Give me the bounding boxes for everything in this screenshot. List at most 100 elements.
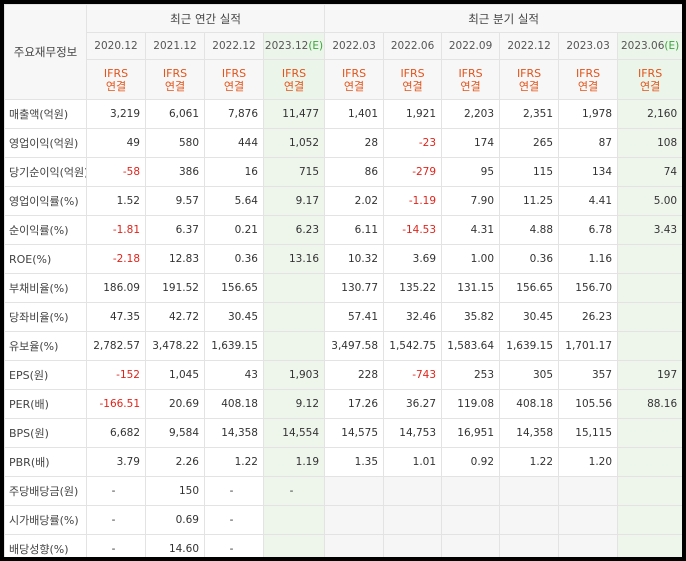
table-cell: 1,583.64 xyxy=(441,331,501,361)
table-cell: 115 xyxy=(499,157,560,187)
period-header: 2023.06(E) xyxy=(617,32,682,60)
table-cell: 4.41 xyxy=(558,186,619,216)
ifrs-bottom-text: 연결 xyxy=(105,79,127,93)
table-cell: 43 xyxy=(204,360,264,390)
ifrs-top-text: IFRS xyxy=(637,66,663,80)
table-cell: 1.35 xyxy=(324,447,385,477)
table-cell: -1.19 xyxy=(383,186,443,216)
table-cell: 0.36 xyxy=(499,244,560,274)
table-cell: 2,351 xyxy=(499,99,560,129)
period-date: 2022.12 xyxy=(212,40,256,52)
table-cell: 1,639.15 xyxy=(204,331,264,361)
period-date: 2022.06 xyxy=(390,40,435,52)
table-cell xyxy=(617,418,682,448)
table-cell: 130.77 xyxy=(324,273,385,303)
table-cell: 6.23 xyxy=(262,215,326,245)
table-cell: - xyxy=(204,534,264,557)
ifrs-label: IFRS 연결 xyxy=(262,59,326,100)
table-cell xyxy=(617,534,682,557)
table-cell: 119.08 xyxy=(441,389,501,419)
table-cell: 174 xyxy=(441,128,501,158)
table-cell: 0.36 xyxy=(204,244,264,274)
table-cell xyxy=(558,505,619,535)
table-cell: 17.26 xyxy=(324,389,385,419)
table-cell: 14,554 xyxy=(262,418,326,448)
table-cell: 9,584 xyxy=(145,418,205,448)
table-cell: 4.88 xyxy=(499,215,560,245)
period-date: 2023.12 xyxy=(264,40,309,52)
ifrs-bottom-text: 연결 xyxy=(639,79,661,93)
table-cell: -2.18 xyxy=(86,244,146,274)
ifrs-label: IFRS 연결 xyxy=(145,59,205,100)
table-cell: 134 xyxy=(558,157,619,187)
table-cell: 2,160 xyxy=(617,99,682,129)
table-cell: 1,701.17 xyxy=(558,331,619,361)
table-cell: 14,358 xyxy=(499,418,560,448)
annual-group-header: 최근 연간 실적 xyxy=(85,4,326,33)
table-row: 시가배당률(%) -0.69- xyxy=(4,505,682,535)
table-row: 순이익률(%) -1.81 6.37 0.21 6.23 6.11 -14.53 4.31 4.… xyxy=(4,215,682,245)
table-cell xyxy=(499,534,560,557)
ifrs-label: IFRS 연결 xyxy=(558,59,619,100)
table-cell: -743 xyxy=(383,360,443,390)
ifrs-top-text: IFRS xyxy=(103,66,129,80)
table-cell: 14,575 xyxy=(324,418,385,448)
table-cell: 265 xyxy=(499,128,560,158)
table-cell: 253 xyxy=(441,360,501,390)
table-cell: 15,115 xyxy=(558,418,619,448)
table-cell: 14,753 xyxy=(383,418,443,448)
table-cell: 2,203 xyxy=(441,99,501,129)
table-cell: - xyxy=(86,534,146,557)
ifrs-label: IFRS 연결 xyxy=(86,59,146,100)
ifrs-bottom-text: 연결 xyxy=(223,79,245,93)
ifrs-bottom-text: 연결 xyxy=(402,79,423,93)
table-cell xyxy=(324,476,385,506)
table-cell: 156.65 xyxy=(204,273,264,303)
financial-summary-table: 주요재무정보 최근 연간 실적 최근 분기 실적 2020.12 2021.12 2… xyxy=(4,4,682,557)
row-label: ROE(%) xyxy=(4,244,87,274)
table-cell: - xyxy=(86,476,146,506)
period-header: 2022.12 xyxy=(499,32,560,60)
table-cell xyxy=(383,534,443,557)
table-cell: - xyxy=(86,505,146,535)
ifrs-label: IFRS 연결 xyxy=(441,59,501,100)
table-row: ROE(%) -2.18 12.83 0.36 13.16 10.32 3.69 1.00 0.… xyxy=(4,244,682,274)
table-cell: 11,477 xyxy=(262,99,326,129)
table-cell: 580 xyxy=(145,128,205,158)
table-cell: 42.72 xyxy=(145,302,205,332)
table-cell: - xyxy=(204,505,264,535)
ifrs-label: IFRS 연결 xyxy=(204,59,264,100)
period-date: 2023.03 xyxy=(566,40,610,52)
table-cell: 12.83 xyxy=(145,244,205,274)
table-cell xyxy=(558,534,619,557)
row-label: PBR(배) xyxy=(4,447,87,477)
table-cell: 26.23 xyxy=(558,302,619,332)
table-cell: 9.57 xyxy=(145,186,205,216)
ifrs-top-text: IFRS xyxy=(516,66,542,80)
table-cell xyxy=(441,476,501,506)
table-cell: - xyxy=(204,476,264,506)
table-cell: 7.90 xyxy=(441,186,501,216)
table-cell: 108 xyxy=(617,128,682,158)
table-cell: 1,639.15 xyxy=(499,331,560,361)
period-header: 2022.09 xyxy=(441,32,501,60)
period-date: 2022.03 xyxy=(332,40,376,52)
table-row: PER(배) -166.51 20.69 408.18 9.12 17.26 36.27 11… xyxy=(4,389,682,419)
table-cell: 715 xyxy=(262,157,326,187)
table-cell: 105.56 xyxy=(558,389,619,419)
table-cell: 3,478.22 xyxy=(145,331,205,361)
ifrs-bottom-text: 연결 xyxy=(460,79,481,93)
table-cell: 408.18 xyxy=(204,389,264,419)
ifrs-top-text: IFRS xyxy=(575,66,601,80)
table-cell: 87 xyxy=(558,128,619,158)
row-label: 영업이익(억원) xyxy=(4,128,87,158)
period-date: 2023.06 xyxy=(620,40,665,52)
table-row: 주당배당금(원) -150- - xyxy=(4,476,682,506)
table-cell: 36.27 xyxy=(383,389,443,419)
table-cell: 3.43 xyxy=(617,215,682,245)
table-cell: -166.51 xyxy=(86,389,146,419)
period-header: 2022.03 xyxy=(324,32,385,60)
table-row: BPS(원) 6,682 9,584 14,358 14,554 14,575 14,753… xyxy=(4,418,682,448)
table-cell: 0.92 xyxy=(441,447,501,477)
table-cell: -14.53 xyxy=(383,215,443,245)
